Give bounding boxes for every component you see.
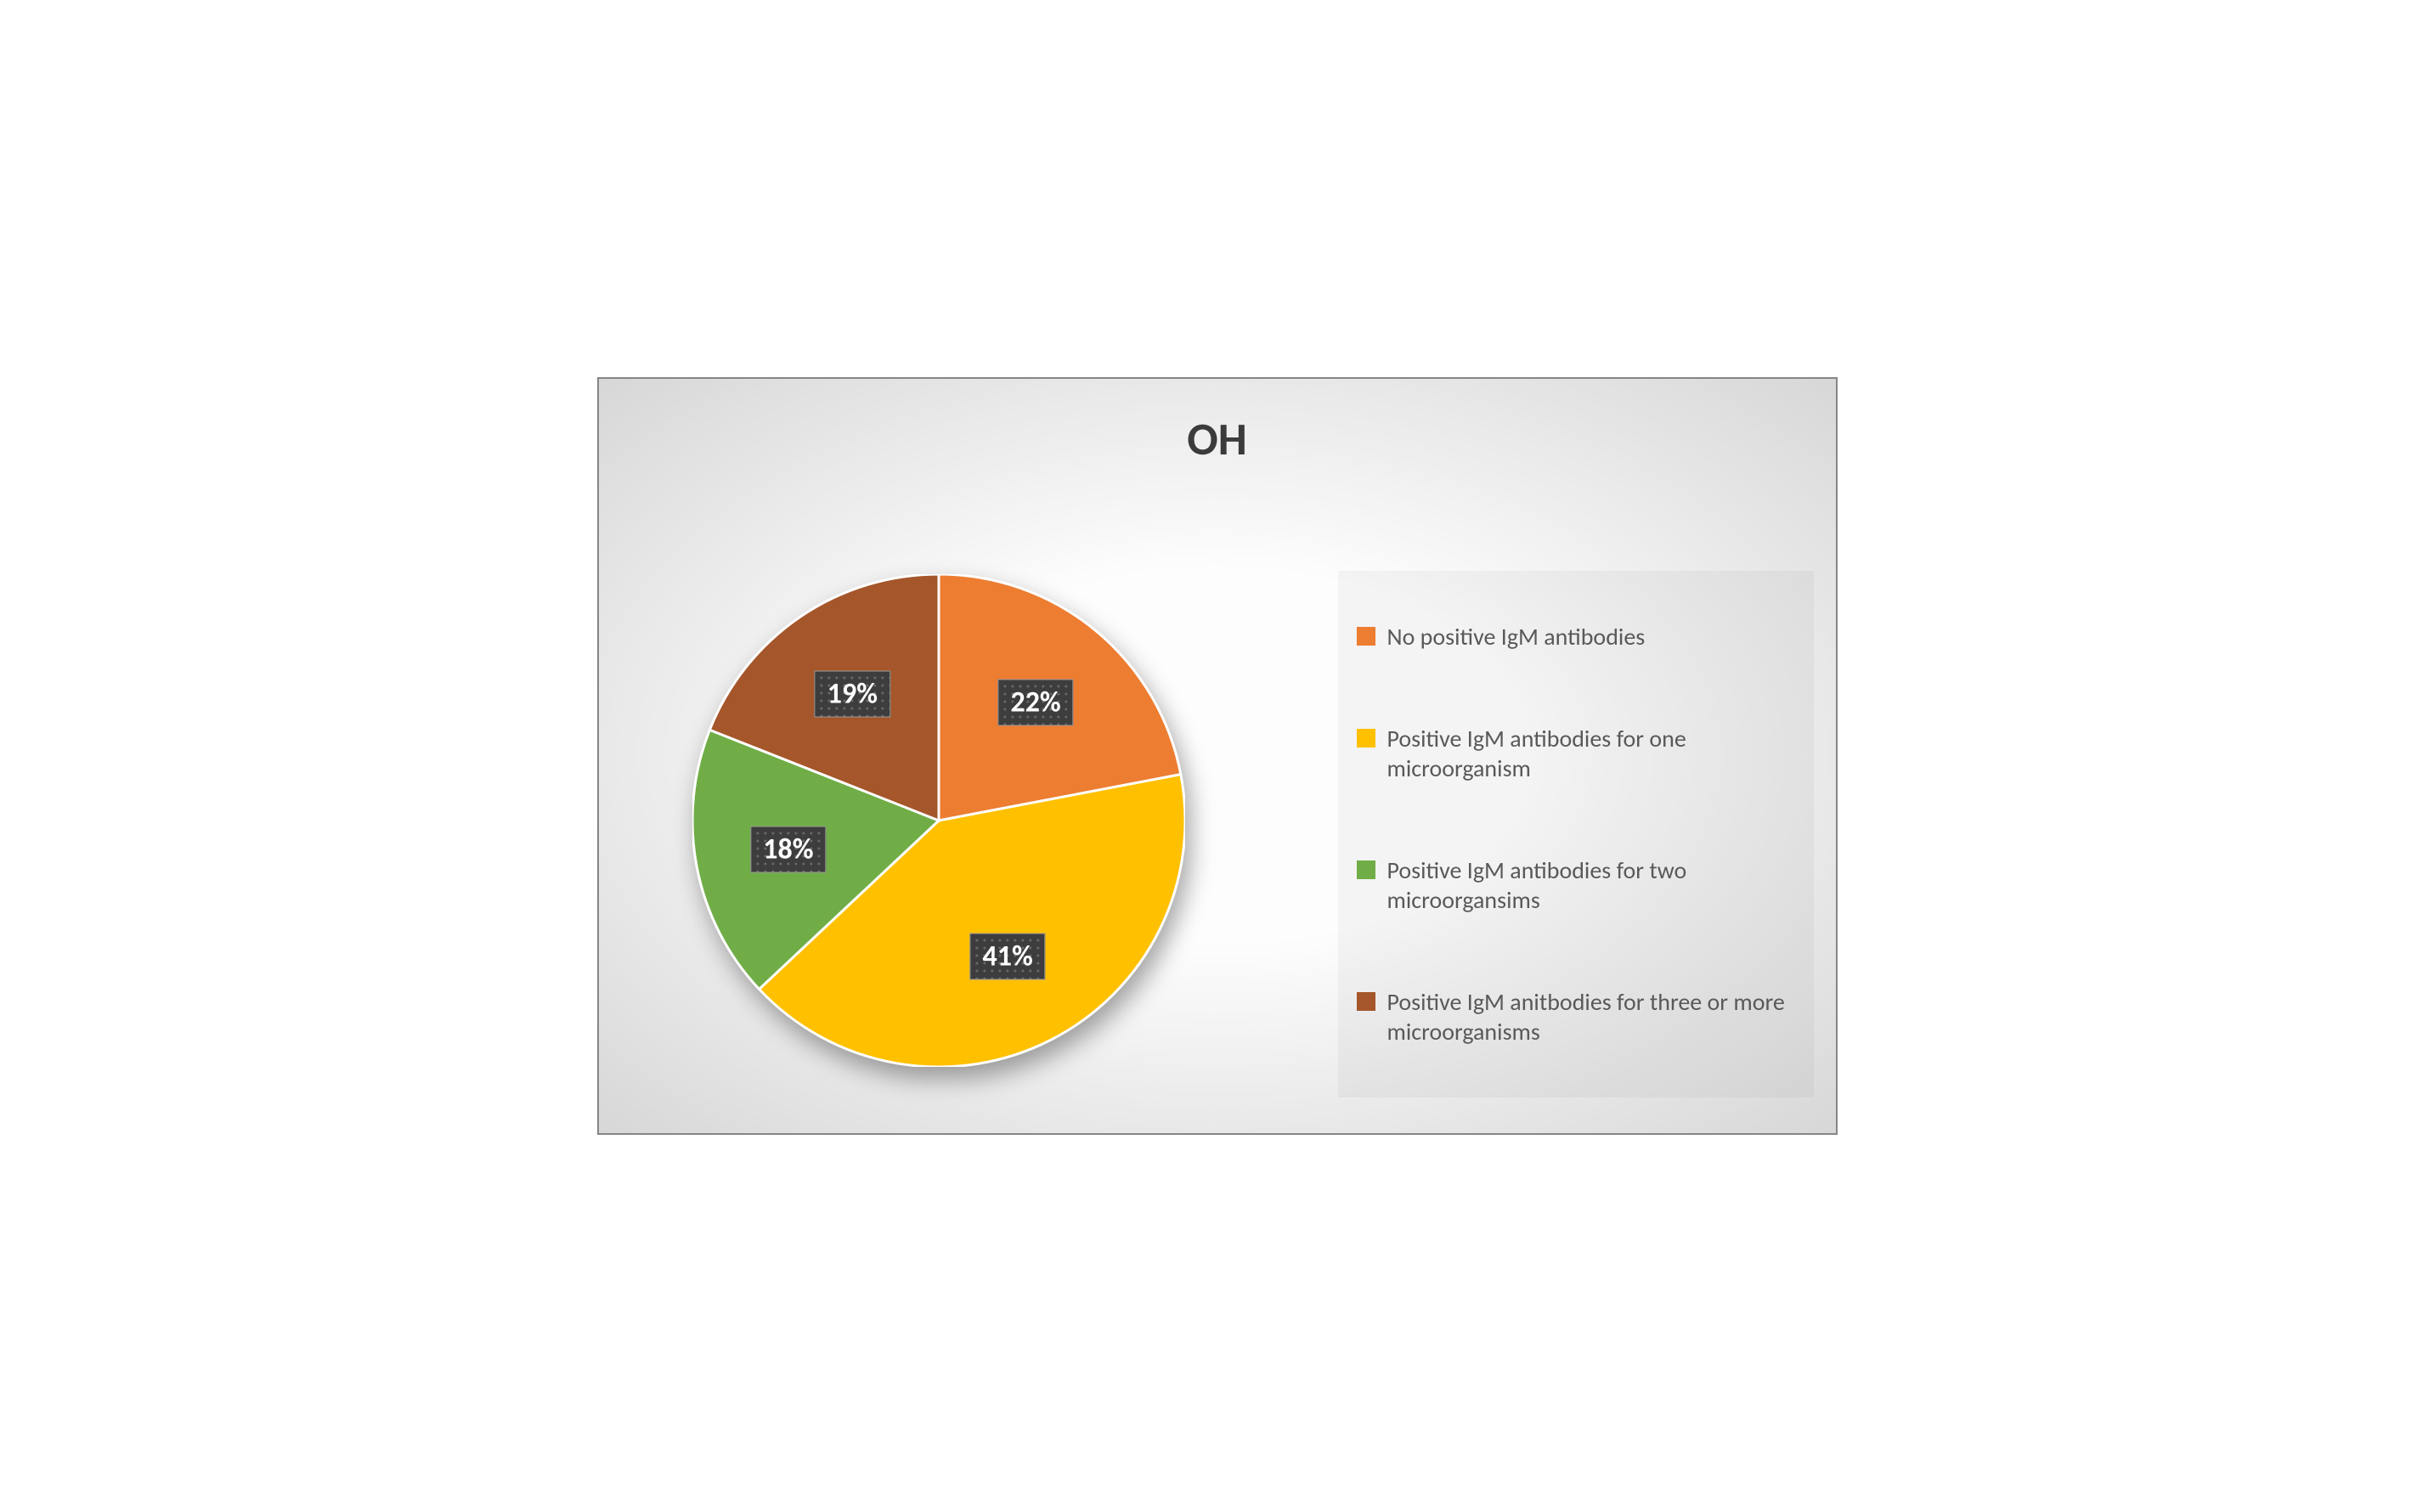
legend-label: Positive IgM anitbodies for three or mor… [1387,987,1795,1047]
slice-label: 18% [750,826,826,872]
slice-label: 19% [815,671,890,718]
pie-chart [692,574,1185,1067]
legend-swatch [1357,729,1375,748]
legend-swatch [1357,992,1375,1011]
slice-label: 22% [997,680,1073,726]
chart-title: OH [599,411,1836,467]
legend-item: Positive IgM anitbodies for three or mor… [1357,987,1795,1047]
pie-svg [692,574,1185,1067]
legend: No positive IgM antibodies Positive IgM a… [1338,571,1814,1097]
legend-swatch [1357,860,1375,879]
legend-swatch [1357,627,1375,646]
chart-frame: OH No positive IgM antibodies Positive Ig… [597,377,1838,1135]
slice-label: 41% [969,934,1045,980]
legend-label: No positive IgM antibodies [1387,622,1646,652]
legend-item: Positive IgM antibodies for one microorg… [1357,724,1795,783]
legend-label: Positive IgM antibodies for one microorg… [1387,724,1795,783]
legend-item: Positive IgM antibodies for two microorg… [1357,855,1795,915]
legend-label: Positive IgM antibodies for two microorg… [1387,855,1795,915]
legend-item: No positive IgM antibodies [1357,622,1795,652]
